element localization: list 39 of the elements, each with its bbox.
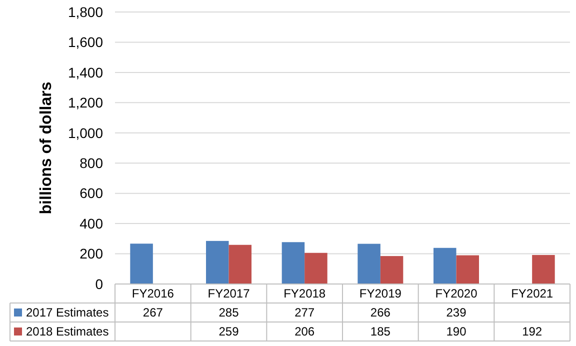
y-tick-label: 400: [80, 215, 104, 232]
data-label: 267: [142, 306, 164, 320]
y-tick-label: 1,400: [68, 64, 104, 80]
y-tick-label: 0: [95, 276, 104, 292]
y-tick-label: 1,600: [68, 34, 104, 50]
y-tick-label: 1,200: [68, 94, 104, 111]
x-tick-label: FY2019: [359, 286, 402, 301]
bar: [304, 252, 328, 284]
data-label: 190: [446, 324, 467, 339]
data-label: 185: [370, 324, 391, 339]
bar: [434, 248, 456, 284]
data-label: 192: [522, 324, 542, 339]
y-tick-label: 600: [80, 185, 104, 202]
data-label: 206: [294, 324, 315, 339]
legend-label: 2017 Estimates: [26, 306, 109, 320]
y-tick-label: 1,800: [68, 4, 104, 20]
bar: [282, 242, 305, 284]
x-tick-label: FY2016: [132, 286, 174, 301]
bar: [206, 240, 229, 284]
data-label: 285: [218, 306, 240, 320]
x-tick-label: FY2021: [511, 286, 554, 301]
y-tick-label: 200: [80, 246, 104, 262]
bar: [532, 254, 555, 284]
bar: [358, 244, 380, 284]
y-axis-title: billions of dollars: [38, 82, 55, 214]
data-label: 239: [446, 306, 467, 320]
y-tick-label: 1,000: [68, 124, 104, 141]
bar: [456, 255, 479, 284]
data-label: 266: [370, 306, 391, 320]
bar: [130, 244, 153, 284]
data-label: 259: [218, 324, 240, 339]
data-label: 277: [294, 306, 315, 320]
x-tick-label: FY2017: [208, 286, 250, 301]
x-tick-label: FY2018: [284, 286, 326, 301]
bar: [228, 244, 252, 284]
legend-label: 2018 Estimates: [26, 324, 109, 339]
y-tick-label: 800: [80, 155, 104, 172]
bar: [380, 256, 404, 284]
x-tick-label: FY2020: [435, 286, 478, 301]
